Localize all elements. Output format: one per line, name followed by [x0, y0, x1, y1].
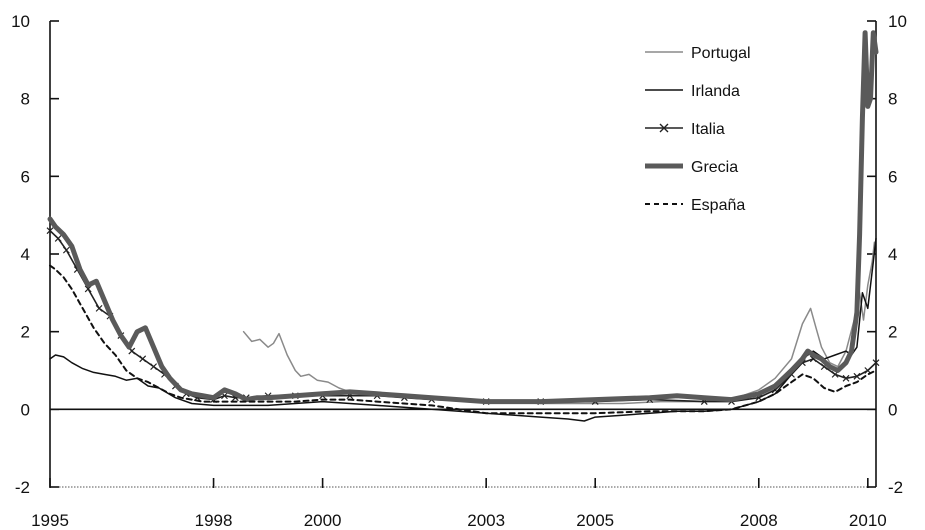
data-point-italia [872, 359, 880, 367]
legend-item-portugal: Portugal [645, 45, 751, 62]
data-point-italia [84, 285, 92, 293]
data-point-italia [139, 355, 147, 363]
y-tick-label-right: 0 [888, 400, 897, 419]
y-tick-label-right: 10 [888, 12, 907, 31]
legend-label: Italia [691, 121, 725, 138]
series-layer [46, 30, 880, 422]
legend-label: Portugal [691, 45, 751, 62]
data-point-italia [62, 246, 70, 254]
series-line-grecia [47, 30, 879, 405]
x-tick-label: 2000 [304, 511, 342, 530]
axes-layer: -2 -2 0 0 2 2 4 4 6 6 8 8 10 10 1995 1998 2000 2003 2005 20… [11, 12, 907, 530]
legend-label: Irlanda [691, 83, 740, 100]
legend: Portugal Irlanda Italia Grecia España [645, 45, 751, 214]
data-point-italia [853, 372, 861, 380]
data-point-italia [54, 235, 62, 242]
y-tick-label-right: 6 [888, 167, 897, 186]
legend-label: España [691, 197, 745, 214]
x-tick-label: 2005 [576, 511, 614, 530]
legend-item-españa: España [645, 197, 745, 214]
legend-item-italia: Italia [645, 121, 725, 138]
data-point-italia [95, 304, 103, 312]
data-point-italia [150, 363, 158, 371]
legend-label: Grecia [691, 159, 738, 176]
y-tick-label-left: 10 [11, 12, 30, 31]
data-point-italia [842, 374, 850, 382]
y-tick-label-left: -2 [15, 478, 30, 497]
y-tick-label-left: 4 [21, 245, 30, 264]
y-tick-label-right: -2 [888, 478, 903, 497]
series-line-irlanda [49, 237, 877, 422]
x-tick-label: 1998 [195, 511, 233, 530]
series-line-portugal [242, 241, 876, 405]
y-tick-label-left: 8 [21, 90, 30, 109]
y-tick-label-right: 8 [888, 90, 897, 109]
y-tick-label-left: 2 [21, 323, 30, 342]
legend-marker-icon [659, 123, 669, 133]
data-point-italia [46, 227, 54, 235]
x-tick-label: 2003 [467, 511, 505, 530]
y-tick-label-left: 0 [21, 400, 30, 419]
legend-item-grecia: Grecia [645, 159, 738, 176]
legend-item-irlanda: Irlanda [645, 83, 740, 100]
series-line-españa [49, 264, 877, 415]
y-tick-label-left: 6 [21, 167, 30, 186]
series-line-italia [49, 229, 877, 403]
x-tick-label: 1995 [31, 511, 69, 530]
y-tick-label-right: 2 [888, 323, 897, 342]
x-tick-label: 2008 [740, 511, 778, 530]
x-tick-label: 2010 [849, 511, 887, 530]
y-tick-label-right: 4 [888, 245, 897, 264]
